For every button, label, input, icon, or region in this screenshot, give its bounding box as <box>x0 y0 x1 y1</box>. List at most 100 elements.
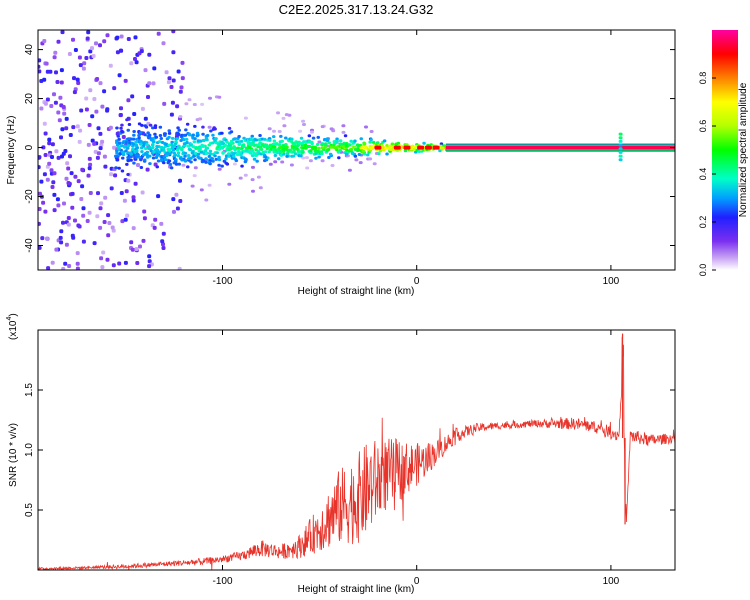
heatmap-cell <box>55 80 60 84</box>
heatmap-cell <box>124 189 129 194</box>
heatmap-cell <box>126 151 131 155</box>
heatmap-cell <box>167 76 172 81</box>
heatmap-cell <box>139 142 143 146</box>
heatmap-cell <box>145 150 150 154</box>
heatmap-cell <box>79 108 84 113</box>
heatmap-cell <box>75 266 80 270</box>
heatmap-cell <box>162 161 166 165</box>
heatmap-cell <box>56 39 61 44</box>
heatmap-cell <box>278 146 283 149</box>
heatmap-cell <box>147 81 152 86</box>
heatmap-cell <box>191 133 195 137</box>
heatmap-cell <box>76 81 81 85</box>
heatmap-cell <box>204 136 209 140</box>
heatmap-cell <box>243 173 248 177</box>
heatmap-panel: -100 0 100 -40 -20 0 20 40 Height of straight l… <box>6 29 676 297</box>
heatmap-cell <box>43 153 48 157</box>
heatmap-cell <box>151 81 156 86</box>
heatmap-cell <box>76 179 81 184</box>
heatmap-cell <box>273 160 278 164</box>
heatmap-cell <box>117 137 121 141</box>
heatmap-cell <box>176 154 181 158</box>
heatmap-cell <box>109 186 114 191</box>
heatmap-cell <box>417 145 425 150</box>
heatmap-cell <box>325 137 329 141</box>
heatmap-cell <box>120 130 124 134</box>
heatmap-cell <box>250 154 255 158</box>
heatmap-cell <box>263 137 267 141</box>
heatmap-cell <box>77 224 82 229</box>
heatmap-cell <box>277 130 282 133</box>
heatmap-cell <box>193 137 197 141</box>
heatmap-cell <box>59 68 64 73</box>
heatmap-cell <box>119 106 123 111</box>
heatmap-cell <box>50 185 55 189</box>
heatmap-ytick-label: -20 <box>24 189 35 204</box>
heatmap-cell <box>178 115 183 119</box>
heatmap-cell <box>135 146 140 150</box>
heatmap-cell <box>149 149 153 153</box>
heatmap-cell <box>115 151 119 155</box>
heatmap-cell <box>153 126 158 130</box>
heatmap-cell <box>87 166 92 171</box>
heatmap-cell <box>106 233 111 238</box>
heatmap-cell <box>267 127 272 131</box>
heatmap-cell <box>100 104 105 109</box>
heatmap-cell <box>69 171 74 176</box>
heatmap-cell <box>323 142 328 146</box>
heatmap-cell <box>171 30 176 34</box>
heatmap-cell <box>192 103 197 106</box>
heatmap-cell <box>227 126 232 130</box>
heatmap-cell <box>54 149 59 154</box>
heatmap-cell <box>114 154 118 158</box>
heatmap-cell <box>186 144 191 148</box>
heatmap-cell <box>208 96 212 100</box>
heatmap-cell <box>369 130 374 133</box>
heatmap-cell <box>72 90 77 95</box>
heatmap-cell <box>129 152 133 156</box>
heatmap-cell <box>171 197 176 202</box>
heatmap-cell <box>193 166 198 170</box>
heatmap-cell <box>256 149 260 153</box>
heatmap-cell <box>228 147 233 151</box>
heatmap-cell <box>59 240 64 245</box>
heatmap-cell <box>75 261 80 266</box>
heatmap-cell <box>176 126 180 130</box>
heatmap-cell <box>119 191 124 195</box>
heatmap-cell <box>210 157 214 161</box>
heatmap-cell <box>102 220 107 224</box>
heatmap-cell <box>120 169 125 173</box>
heatmap-cell <box>232 146 237 149</box>
heatmap-cell <box>70 191 75 196</box>
heatmap-cell <box>75 77 80 82</box>
heatmap-cell <box>143 68 148 73</box>
heatmap-cell <box>152 140 156 144</box>
heatmap-cell <box>60 127 65 132</box>
heatmap-cell <box>195 131 200 135</box>
heatmap-cell <box>141 238 146 243</box>
heatmap-cell <box>68 133 73 137</box>
heatmap-cell <box>308 159 313 163</box>
heatmap-cell <box>156 159 161 163</box>
heatmap-cell <box>393 145 401 150</box>
heatmap-cell <box>38 207 42 211</box>
heatmap-cell <box>237 135 241 138</box>
heatmap-cell <box>142 209 147 214</box>
heatmap-cell <box>180 158 184 162</box>
heatmap-cell <box>127 123 132 126</box>
heatmap-cell <box>84 96 89 101</box>
heatmap-ytick-label: 40 <box>24 44 35 56</box>
heatmap-cell <box>90 46 94 51</box>
heatmap-cell <box>92 241 97 246</box>
heatmap-cell <box>329 127 334 131</box>
heatmap-cell <box>70 205 75 210</box>
heatmap-cell <box>291 141 295 145</box>
heatmap-cell <box>220 146 225 150</box>
heatmap-cell <box>213 154 217 158</box>
heatmap-cell <box>284 136 288 140</box>
heatmap-cell <box>328 152 333 156</box>
heatmap-cell <box>56 203 61 208</box>
heatmap-cell <box>110 225 115 230</box>
heatmap-cell <box>170 144 174 147</box>
heatmap-cell <box>148 123 153 127</box>
